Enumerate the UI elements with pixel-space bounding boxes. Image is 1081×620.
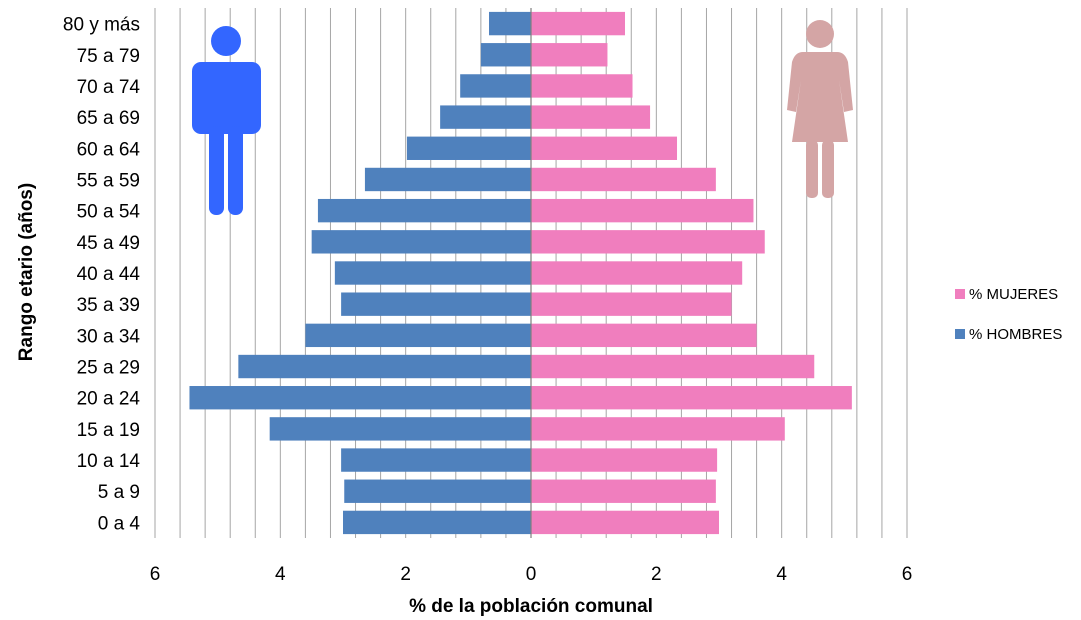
- bar-hombres-4: [189, 386, 531, 410]
- y-tick-label: 55 a 59: [77, 170, 140, 191]
- bar-mujeres-4: [531, 386, 852, 410]
- x-tick-label: 2: [400, 564, 411, 585]
- y-tick-label: 5 a 9: [98, 482, 140, 503]
- y-tick-label: 60 a 64: [77, 139, 141, 160]
- bar-mujeres-7: [531, 292, 732, 316]
- bar-mujeres-6: [531, 323, 757, 348]
- legend-label: % HOMBRES: [969, 326, 1062, 343]
- bar-mujeres-0: [531, 510, 719, 535]
- figures: [192, 20, 853, 215]
- y-tick-label: 80 y más: [63, 15, 140, 36]
- bar-hombres-6: [305, 323, 531, 348]
- y-axis-title: Rango etario (años): [16, 183, 37, 361]
- bar-mujeres-2: [531, 448, 718, 472]
- x-tick-label: 6: [902, 564, 913, 585]
- y-tick-label: 40 a 44: [77, 264, 141, 285]
- female-figure-icon: [787, 20, 853, 198]
- y-tick-label: 0 a 4: [98, 513, 141, 534]
- bar-mujeres-8: [531, 261, 743, 285]
- y-tick-label: 50 a 54: [77, 202, 141, 223]
- bar-hombres-8: [334, 261, 531, 285]
- bar-mujeres-11: [531, 167, 716, 192]
- y-tick-label: 45 a 49: [77, 233, 140, 254]
- bar-mujeres-14: [531, 74, 633, 98]
- bar-mujeres-15: [531, 43, 608, 67]
- x-tick-label: 4: [275, 564, 286, 585]
- bar-mujeres-10: [531, 198, 754, 223]
- bar-hombres-3: [269, 417, 531, 441]
- bar-mujeres-9: [531, 230, 765, 254]
- x-tick-label: 6: [150, 564, 161, 585]
- male-figure-icon: [192, 26, 261, 215]
- y-tick-label: 20 a 24: [77, 389, 141, 410]
- x-tick-label: 4: [776, 564, 787, 585]
- y-tick-label: 65 a 69: [77, 108, 140, 129]
- x-tick-label: 0: [526, 564, 537, 585]
- bar-hombres-5: [238, 354, 531, 379]
- y-tick-label: 25 a 29: [77, 358, 140, 379]
- bar-hombres-15: [480, 43, 531, 67]
- legend-label: % MUJERES: [969, 286, 1058, 303]
- bar-mujeres-3: [531, 417, 785, 441]
- bar-hombres-0: [343, 510, 531, 535]
- bar-hombres-10: [317, 198, 531, 223]
- bar-hombres-16: [489, 11, 531, 36]
- bar-hombres-12: [406, 136, 531, 160]
- bar-mujeres-5: [531, 354, 815, 379]
- y-tick-label: 35 a 39: [77, 295, 140, 316]
- y-tick-label: 10 a 14: [77, 451, 141, 472]
- bar-hombres-11: [364, 167, 531, 192]
- bar-hombres-1: [344, 479, 531, 503]
- y-tick-label: 70 a 74: [77, 77, 141, 98]
- y-tick-label: 15 a 19: [77, 420, 140, 441]
- bar-mujeres-1: [531, 479, 716, 503]
- legend-swatch: [955, 289, 965, 299]
- y-tick-label: 30 a 34: [77, 326, 141, 347]
- bar-hombres-7: [341, 292, 531, 316]
- y-tick-labels: 0 a 4 5 a 9 10 a 14 15 a 19 20 a 24 25 a 29 30…: [63, 15, 141, 535]
- bars: [189, 8, 852, 538]
- bar-mujeres-16: [531, 11, 625, 36]
- legend: % MUJERES % HOMBRES: [955, 286, 1062, 343]
- bar-hombres-14: [460, 74, 531, 98]
- y-tick-label: 75 a 79: [77, 46, 140, 67]
- bar-hombres-2: [341, 448, 531, 472]
- x-tick-labels: 6 4 2 0 2 4 6: [150, 564, 913, 585]
- x-axis-title: % de la población comunal: [409, 596, 653, 617]
- bar-hombres-13: [440, 105, 531, 129]
- bar-mujeres-12: [531, 136, 678, 160]
- bar-hombres-9: [311, 230, 531, 254]
- legend-swatch: [955, 329, 965, 339]
- x-tick-label: 2: [651, 564, 662, 585]
- bar-mujeres-13: [531, 105, 651, 129]
